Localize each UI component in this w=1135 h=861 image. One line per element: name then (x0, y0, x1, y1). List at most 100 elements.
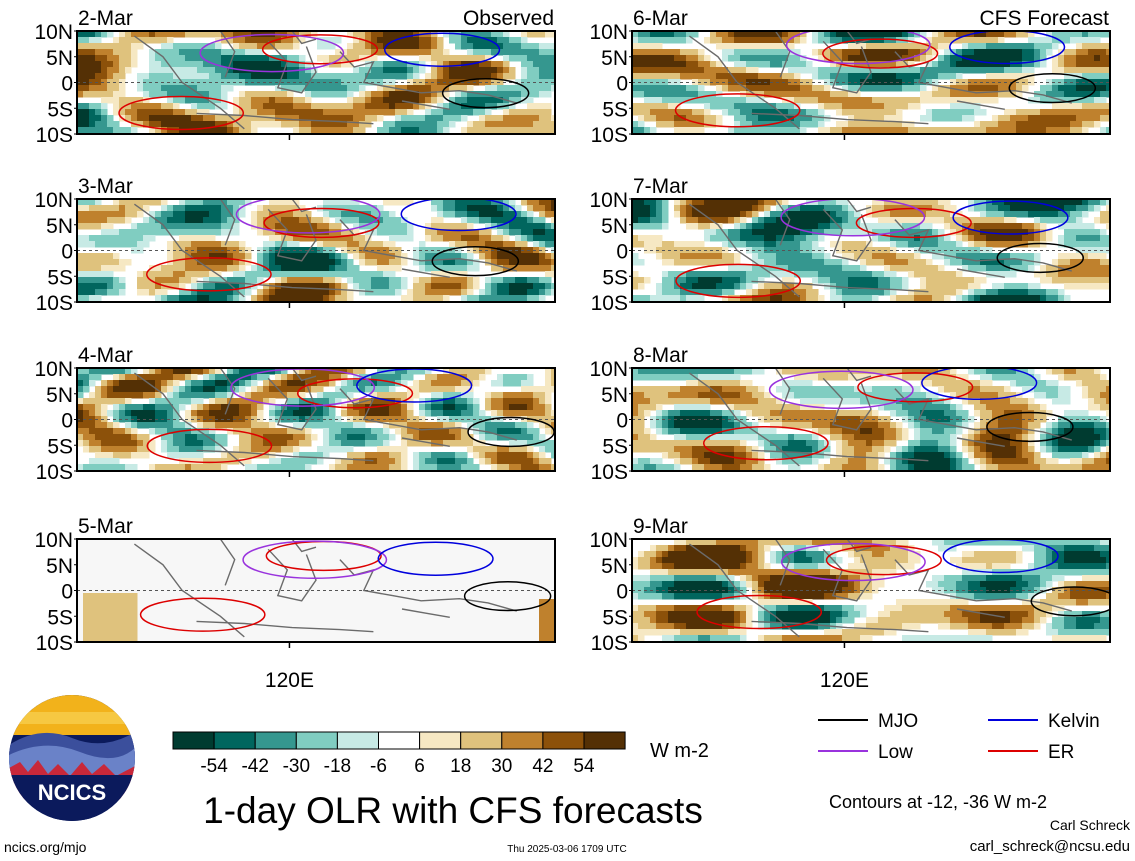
contour-1 (146, 257, 272, 292)
y-tick-label: 10S (591, 124, 628, 147)
email: carl_schreck@ncsu.edu (970, 838, 1130, 855)
y-tick-label: 0 (61, 410, 73, 433)
colorbar: -54 -42 -30 -18 -6 6 18 30 42 54 (172, 731, 626, 777)
legend: MJO Kelvin Low ER (818, 711, 1100, 763)
contour-1 (675, 263, 802, 299)
contour-4 (431, 246, 520, 277)
x-tick-label: 120E (265, 669, 314, 692)
panel-9-Mar: 10N 5N 05S 10S 9-Mar (589, 515, 1111, 655)
colorbar-swatch (172, 731, 215, 750)
y-tick-label: 5S (47, 266, 73, 289)
contour-3 (383, 32, 501, 67)
colorbar-tick-label: -30 (283, 756, 310, 777)
y-tick-label: 5N (601, 555, 628, 578)
colorbar-swatch (295, 731, 338, 750)
colorbar-unit: W m-2 (650, 740, 709, 762)
y-tick-label: 0 (616, 581, 628, 604)
y-tick-label: 10S (36, 632, 73, 655)
y-tick-label: 10N (34, 21, 73, 44)
contour-note: Contours at -12, -36 W m-2 (829, 792, 1047, 812)
contour-2 (780, 199, 926, 237)
contour-2 (242, 540, 388, 580)
colorbar-tick-label: 6 (414, 756, 425, 777)
contour-4 (1008, 72, 1097, 104)
y-tick-label: 10N (34, 529, 73, 552)
colorbar-swatch (501, 731, 544, 750)
figure-title: 1-day OLR with CFS forecasts (203, 790, 703, 831)
colorbar-tick-label: -18 (324, 756, 351, 777)
panel-date: 8-Mar (633, 344, 688, 367)
contour-2 (785, 31, 931, 65)
panel-date: 5-Mar (78, 515, 133, 538)
y-tick-label: 5N (601, 384, 628, 407)
contour-2 (768, 370, 914, 410)
y-tick-label: 0 (616, 241, 628, 264)
contour-3 (952, 200, 1069, 235)
panel-4-Mar: 10N 5N 05S 10S 4-Mar (34, 344, 556, 484)
site-url: ncics.org/mjo (4, 839, 87, 855)
y-tick-label: 10S (36, 292, 73, 315)
contour-1 (696, 594, 823, 630)
y-tick-label: 10N (589, 21, 628, 44)
y-tick-label: 5N (601, 47, 628, 70)
y-tick-label: 5S (602, 606, 628, 629)
column-label: CFS Forecast (979, 7, 1109, 30)
contour-0 (857, 372, 974, 403)
y-tick-label: 0 (61, 581, 73, 604)
y-tick-label: 10S (591, 292, 628, 315)
legend-label-ER: ER (1048, 742, 1074, 763)
contour-3 (377, 541, 494, 576)
y-tick-label: 5N (46, 384, 73, 407)
contour-3 (949, 31, 1066, 65)
contour-3 (921, 368, 1038, 401)
y-tick-label: 5S (47, 98, 73, 121)
y-tick-label: 0 (616, 410, 628, 433)
contour-3 (400, 199, 517, 232)
y-tick-label: 5S (47, 435, 73, 458)
panel-5-Mar: 10N 5N 05S 10S 5-Mar (34, 515, 556, 655)
y-tick-label: 10N (589, 529, 628, 552)
contour-4 (996, 242, 1085, 274)
y-tick-label: 10S (591, 632, 628, 655)
colorbar-tick-label: 18 (450, 756, 471, 777)
contour-2 (235, 199, 381, 234)
colorbar-tick-label: 30 (491, 756, 512, 777)
contour-1 (139, 597, 266, 632)
contour-4 (463, 580, 552, 612)
panel-date: 9-Mar (633, 515, 688, 538)
y-tick-label: 5N (46, 215, 73, 238)
panel-date: 2-Mar (78, 7, 133, 30)
y-tick-label: 0 (61, 73, 73, 96)
colorbar-tick-label: -6 (370, 756, 387, 777)
y-tick-label: 0 (616, 73, 628, 96)
contour-2 (199, 33, 345, 73)
panel-2-Mar: 10N 5N 05S 10S 2-Mar Observed (34, 7, 556, 147)
ncics-logo: NCICS (9, 695, 135, 821)
contour-1 (674, 93, 801, 128)
contour-0 (855, 207, 972, 239)
contour-0 (261, 34, 379, 65)
legend-label-MJO: MJO (878, 711, 918, 732)
panel-date: 6-Mar (633, 7, 688, 30)
contour-1 (118, 95, 245, 131)
colorbar-tick-label: -42 (241, 756, 268, 777)
y-tick-label: 5N (601, 215, 628, 238)
contour-1 (702, 426, 829, 461)
colorbar-swatch (542, 731, 585, 750)
contour-0 (296, 378, 414, 409)
contour-3 (356, 368, 473, 403)
contour-4 (986, 411, 1074, 443)
y-tick-label: 5S (602, 435, 628, 458)
panel-date: 7-Mar (633, 175, 688, 198)
contour-0 (263, 207, 380, 239)
colorbar-tick-label: 54 (573, 756, 595, 777)
author: Carl Schreck (1050, 817, 1131, 833)
x-tick-label: 120E (820, 669, 869, 692)
column-label: Observed (463, 7, 554, 30)
timestamp: Thu 2025-03-06 1709 UTC (507, 844, 627, 855)
x-axis-labels: 120E 120E (265, 669, 869, 692)
colorbar-swatch (419, 731, 462, 750)
panel-date: 4-Mar (78, 344, 133, 367)
panel-3-Mar: 10N 5N 05S 10S 3-Mar (34, 175, 556, 315)
